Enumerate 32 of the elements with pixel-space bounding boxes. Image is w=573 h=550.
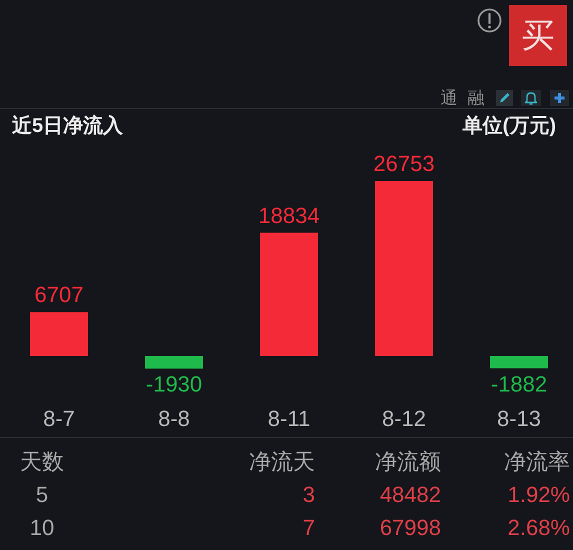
x-tick-label: 8-11 bbox=[268, 406, 310, 432]
chart-title: 近5日净流入 bbox=[12, 115, 124, 137]
data-label: -1930 bbox=[146, 372, 202, 397]
x-tick-label: 8-13 bbox=[496, 406, 542, 432]
text: 1.92% bbox=[508, 482, 570, 507]
x-tick-label: 8-12 bbox=[382, 406, 426, 432]
text: 净流率 bbox=[504, 449, 570, 474]
text: 2.68% bbox=[508, 515, 570, 540]
text: 通 bbox=[440, 88, 458, 108]
bar bbox=[260, 232, 318, 356]
text: 10 bbox=[30, 515, 54, 540]
data-label: 26753 bbox=[373, 151, 435, 176]
text: 7 bbox=[302, 515, 315, 540]
text: 67998 bbox=[380, 515, 441, 540]
x-tick-label: 8-7 bbox=[43, 406, 75, 432]
text: 3 bbox=[302, 482, 315, 507]
x-tick-label: 8-8 bbox=[158, 406, 190, 432]
bar bbox=[145, 356, 203, 369]
text: 净流额 bbox=[375, 449, 441, 474]
buy-button: 买 bbox=[509, 5, 567, 66]
data-label: -1882 bbox=[490, 371, 548, 396]
bar bbox=[30, 312, 88, 356]
text: 单位(万元) bbox=[462, 115, 556, 137]
data-label: 18834 bbox=[258, 202, 320, 228]
text: 天数 bbox=[20, 449, 64, 474]
bar bbox=[490, 356, 548, 368]
bar bbox=[375, 181, 433, 356]
text: 5 bbox=[36, 482, 48, 507]
data-label: 6707 bbox=[34, 282, 84, 308]
text: 48482 bbox=[380, 482, 441, 507]
text: 净流天 bbox=[249, 449, 315, 474]
text: 融 bbox=[468, 88, 484, 108]
